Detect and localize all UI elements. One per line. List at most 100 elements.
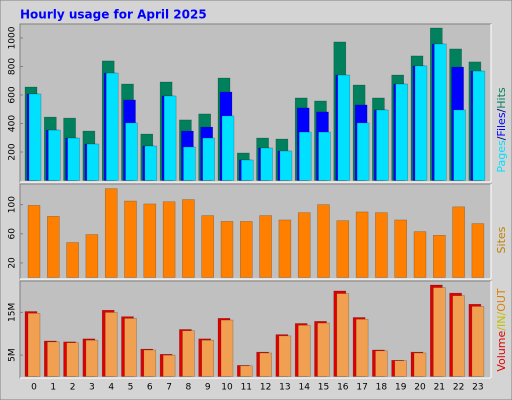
chart-title: Hourly usage for April 2025 <box>20 8 207 22</box>
legend-entry: / <box>495 312 508 316</box>
panel <box>19 183 492 280</box>
bar <box>27 312 41 377</box>
legend-entry: OUT <box>495 288 508 312</box>
bar <box>453 109 466 181</box>
bar <box>471 223 485 278</box>
x-tick-label: 9 <box>205 383 211 393</box>
bar <box>105 72 119 181</box>
bar <box>220 319 234 377</box>
bar <box>182 330 195 377</box>
y-tick-label: 20 <box>8 257 18 269</box>
bar <box>183 146 196 181</box>
bar <box>434 43 447 181</box>
bar <box>27 205 41 278</box>
x-tick-label: 6 <box>147 383 153 393</box>
bar <box>297 212 311 278</box>
bar <box>356 122 370 181</box>
bar <box>47 216 60 278</box>
legend: Volume/IN/OUT <box>495 288 508 372</box>
x-tick-label: 1 <box>50 383 56 393</box>
bar <box>433 235 446 278</box>
y-tick-label: 15M <box>8 303 18 322</box>
legend-entry: / <box>495 327 508 331</box>
y-tick-label: 400 <box>8 115 18 132</box>
bar <box>297 324 311 377</box>
y-tick-label: 800 <box>8 58 18 75</box>
bar <box>220 221 234 278</box>
bar <box>85 339 99 377</box>
bar <box>48 129 61 181</box>
bar <box>278 335 292 377</box>
bar <box>47 341 60 377</box>
bar <box>336 220 350 278</box>
bar <box>336 293 350 377</box>
bar <box>163 95 177 181</box>
bar <box>414 65 428 181</box>
bar <box>259 215 272 278</box>
bar <box>241 159 254 181</box>
legend-entry: IN <box>495 316 508 327</box>
x-tick-label: 22 <box>453 383 464 393</box>
x-tick-label: 17 <box>356 383 367 393</box>
bar <box>125 122 138 181</box>
legend-entry: / <box>495 136 508 140</box>
legend: Sites <box>495 226 508 253</box>
bar <box>318 131 331 181</box>
legend-entry: / <box>495 108 508 112</box>
bar <box>104 188 118 278</box>
legend-entry: Files <box>495 112 508 136</box>
y-tick-label: 100 <box>8 196 18 213</box>
bar <box>124 318 137 377</box>
bar <box>162 201 176 278</box>
bar <box>240 221 253 278</box>
bar <box>375 350 388 377</box>
x-tick-label: 16 <box>337 383 349 393</box>
bar <box>182 199 195 278</box>
bar <box>67 137 80 181</box>
bar <box>375 212 388 278</box>
x-tick-label: 7 <box>166 383 172 393</box>
legend-entry: Hits <box>495 87 508 109</box>
bar <box>201 339 214 377</box>
bar <box>86 143 100 181</box>
bar <box>144 145 158 181</box>
bar <box>28 93 42 181</box>
bar <box>124 200 137 278</box>
bar <box>202 137 215 181</box>
x-tick-label: 2 <box>70 383 76 393</box>
x-tick-label: 19 <box>395 383 407 393</box>
legend-entry: Pages <box>495 140 508 173</box>
bar <box>355 211 369 278</box>
bar <box>143 203 157 278</box>
bar <box>317 204 330 278</box>
bar <box>201 215 214 278</box>
bar <box>298 131 312 181</box>
bar <box>395 83 408 181</box>
y-tick-label: 5M <box>8 348 18 362</box>
x-tick-label: 23 <box>472 383 483 393</box>
bar <box>452 295 465 377</box>
bar <box>259 352 272 377</box>
x-tick-label: 4 <box>108 383 114 393</box>
x-tick-label: 10 <box>221 383 233 393</box>
bar <box>279 150 293 181</box>
x-tick-label: 21 <box>434 383 445 393</box>
bar <box>337 74 351 181</box>
bar <box>317 322 330 377</box>
bar <box>221 115 235 181</box>
bar <box>433 287 446 377</box>
bar <box>413 231 427 278</box>
bar <box>162 354 176 377</box>
x-tick-label: 0 <box>31 383 37 393</box>
x-tick-label: 12 <box>260 383 271 393</box>
bar <box>413 352 427 377</box>
bar <box>472 70 486 181</box>
bar <box>376 109 389 181</box>
x-tick-label: 3 <box>89 383 95 393</box>
bar <box>240 365 253 377</box>
y-tick-label: 1000 <box>8 26 18 49</box>
x-tick-label: 18 <box>376 383 388 393</box>
bar <box>260 147 273 181</box>
bar <box>394 219 407 278</box>
legend-entry: Sites <box>495 226 508 253</box>
